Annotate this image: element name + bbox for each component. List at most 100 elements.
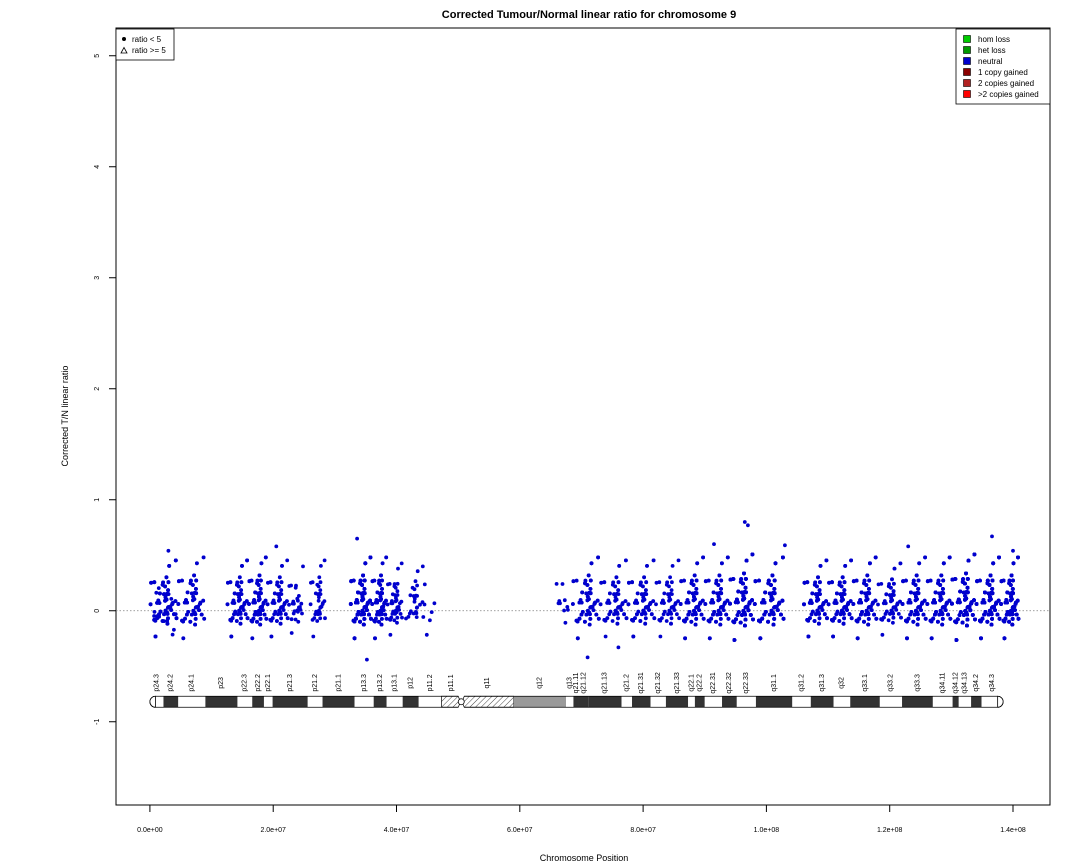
data-point — [815, 598, 819, 603]
data-point — [709, 600, 714, 605]
data-point — [962, 590, 966, 595]
x-tick-label: 1.4e+08 — [1000, 827, 1026, 834]
data-point — [742, 610, 747, 615]
data-point — [891, 589, 896, 594]
data-point — [375, 590, 380, 595]
data-point — [665, 580, 670, 585]
data-point — [891, 615, 896, 620]
ideogram-band — [952, 696, 959, 708]
ideogram-band — [971, 696, 982, 708]
data-point — [964, 571, 968, 576]
data-point — [395, 593, 400, 597]
data-point — [382, 601, 387, 606]
data-point — [279, 605, 283, 610]
data-point — [872, 612, 876, 617]
data-point — [753, 579, 758, 584]
data-point — [185, 590, 190, 595]
data-point — [202, 616, 207, 621]
data-point — [413, 579, 418, 584]
ideogram-band-label: p22.2 — [255, 674, 262, 692]
data-point — [723, 600, 727, 605]
data-point — [757, 578, 761, 583]
data-point — [278, 610, 283, 615]
data-point — [683, 636, 687, 641]
data-point — [153, 634, 158, 639]
data-point — [980, 600, 985, 605]
data-point — [965, 585, 970, 590]
ideogram-band-label: q34.2 — [973, 674, 980, 692]
ideogram-band-label: p24.1 — [189, 674, 196, 692]
data-point — [810, 591, 815, 596]
data-point — [849, 558, 853, 563]
data-point — [780, 598, 785, 603]
data-point — [239, 592, 244, 596]
data-point — [362, 591, 367, 596]
data-point — [633, 601, 637, 605]
data-point — [415, 605, 419, 610]
data-point — [859, 590, 864, 595]
data-point — [415, 594, 419, 598]
data-point — [354, 600, 358, 605]
data-point — [818, 605, 822, 610]
data-point — [669, 588, 674, 592]
ideogram-band — [981, 696, 1004, 708]
data-point — [692, 573, 697, 578]
data-point — [941, 605, 946, 609]
data-point — [891, 605, 896, 610]
data-point — [908, 612, 913, 617]
data-point — [638, 582, 643, 587]
data-point — [237, 595, 242, 600]
legend-label: 1 copy gained — [978, 68, 1028, 77]
data-point — [735, 613, 740, 617]
data-point — [614, 575, 619, 580]
data-point — [596, 616, 601, 621]
data-point — [396, 566, 400, 571]
data-point — [619, 608, 624, 612]
data-point — [380, 578, 384, 583]
data-point — [412, 599, 417, 604]
data-point — [608, 609, 613, 614]
data-point — [173, 599, 178, 603]
data-point — [281, 608, 286, 612]
ideogram-band-label: q22.2 — [697, 674, 704, 692]
data-point — [1001, 578, 1006, 583]
data-point — [958, 610, 963, 614]
data-point — [824, 558, 829, 563]
data-point — [876, 582, 881, 587]
data-point — [367, 612, 371, 617]
data-point — [880, 632, 885, 637]
y-tick-label: 3 — [94, 276, 101, 280]
data-point — [744, 577, 748, 581]
data-point — [964, 610, 969, 615]
ideogram-band — [373, 696, 387, 708]
data-point — [936, 581, 940, 586]
data-point — [624, 616, 629, 621]
data-point — [259, 605, 263, 609]
data-point — [319, 564, 323, 568]
data-point — [289, 583, 293, 588]
data-point — [554, 582, 559, 586]
data-point — [762, 612, 767, 617]
data-point — [703, 602, 708, 606]
data-point — [258, 587, 263, 591]
x-tick-label: 6.0e+07 — [507, 827, 533, 834]
data-point — [352, 636, 357, 641]
chart-title: Corrected Tumour/Normal linear ratio for… — [442, 9, 736, 21]
data-point — [740, 590, 744, 595]
data-point — [743, 585, 748, 590]
data-point — [978, 578, 982, 583]
data-point — [422, 582, 427, 587]
data-point — [906, 616, 911, 621]
data-point — [373, 636, 377, 641]
data-point — [232, 591, 237, 596]
data-point — [243, 612, 248, 617]
x-tick-label: 0.0e+00 — [137, 827, 163, 834]
data-point — [719, 578, 724, 583]
data-point — [912, 591, 917, 596]
data-point — [873, 555, 878, 560]
ideogram-band-label: p21.1 — [335, 674, 342, 692]
ideogram-band-label: q31.2 — [798, 674, 805, 692]
data-point — [758, 636, 763, 641]
data-point — [654, 602, 658, 607]
data-point — [743, 617, 748, 622]
